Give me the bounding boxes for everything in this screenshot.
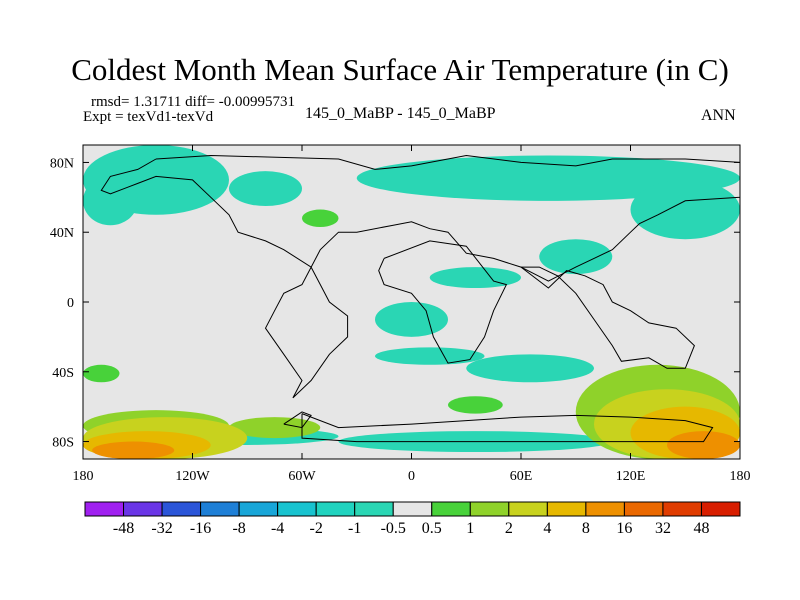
y-tick-label: 0: [67, 296, 74, 311]
x-tick-label: 180: [73, 469, 94, 484]
colorbar-label: 1: [466, 520, 474, 537]
colorbar-label: 16: [616, 520, 632, 537]
colorbar-swatch-15: [662, 501, 702, 517]
colorbar-swatch-12: [546, 501, 587, 517]
colorbar-swatch-4: [238, 501, 279, 517]
y-tick-label: 40N: [50, 226, 74, 241]
field-region-22: [92, 441, 175, 459]
x-tick-label: 120W: [175, 469, 210, 484]
colorbar-label: 4: [543, 520, 551, 537]
x-tick-label: 0: [408, 469, 415, 484]
field-region-3: [356, 155, 740, 201]
x-tick-label: 180: [730, 469, 751, 484]
coastline-antarctica: [301, 413, 714, 443]
colorbar-swatch-5: [277, 501, 317, 517]
colorbar-swatch-2: [161, 501, 202, 517]
colorbar-label: -4: [271, 520, 284, 537]
colorbar-swatch-3: [200, 501, 240, 517]
coastline-india-australia: [520, 266, 695, 369]
field-region-16: [229, 417, 321, 439]
experiment-label: Expt = texVd1-texVd: [83, 109, 214, 125]
field-region-13: [83, 364, 120, 383]
colorbar-label: 8: [582, 520, 590, 537]
colorbar-swatch-16: [700, 501, 741, 517]
colorbar-swatch-11: [508, 501, 548, 517]
field-region-7: [375, 347, 485, 365]
field-region-5: [375, 302, 448, 337]
colorbar-label: -8: [232, 520, 245, 537]
colorbar-label: -1: [348, 520, 361, 537]
colorbar-swatch-14: [623, 501, 664, 517]
season-label: ANN: [701, 107, 736, 124]
colorbar-label: 0.5: [422, 520, 442, 537]
colorbar-swatch-6: [315, 501, 356, 517]
colorbar: -48 -32 -16 -8 -4 -2 -1 -0.5 0.5 1 2 4 8 16 32 48: [84, 501, 741, 537]
field-region-23: [667, 431, 740, 459]
colorbar-label: 32: [655, 520, 671, 537]
field-region-4: [630, 179, 740, 240]
colorbar-label: -0.5: [381, 520, 406, 537]
chart-title: Coldest Month Mean Surface Air Temperatu…: [71, 52, 729, 87]
coastline-antarctic-peninsula: [283, 411, 312, 429]
field-region-14: [448, 396, 503, 414]
colorbar-label: 2: [505, 520, 513, 537]
colorbar-swatch-13: [585, 501, 625, 517]
colorbar-swatch-10: [469, 501, 510, 517]
comparison-label: 145_0_MaBP - 145_0_MaBP: [305, 105, 496, 122]
field-region-11: [429, 267, 521, 289]
colorbar-label: 48: [693, 520, 709, 537]
x-tick-label: 60W: [288, 469, 316, 484]
field-region-12: [302, 209, 339, 227]
colorbar-swatch-0: [84, 501, 125, 517]
field-region-1: [83, 176, 138, 226]
colorbar-label: -2: [310, 520, 323, 537]
x-axis: 180 120W 60W 0 60E 120E 180: [73, 145, 751, 484]
colorbar-label: -32: [151, 520, 172, 537]
colorbar-swatch-8: [392, 501, 433, 517]
y-tick-label: 40S: [52, 366, 74, 381]
y-tick-label: 80N: [50, 156, 74, 171]
colorbar-label: -48: [113, 520, 134, 537]
y-tick-label: 80S: [52, 436, 74, 451]
field-region-8: [466, 354, 594, 383]
colorbar-swatch-7: [354, 501, 394, 517]
colorbar-swatch-1: [123, 501, 163, 517]
coastline-africa: [378, 240, 508, 364]
field-regions: [83, 145, 740, 459]
coastlines: [100, 154, 740, 443]
colorbar-swatch-9: [431, 501, 471, 517]
x-tick-label: 60E: [510, 469, 533, 484]
field-region-2: [229, 171, 302, 207]
coastline-north-continent: [100, 154, 740, 399]
y-axis: 80N 40N 0 40S 80S: [50, 156, 740, 451]
colorbar-label: -16: [190, 520, 211, 537]
x-tick-label: 120E: [616, 469, 646, 484]
stats-line: rmsd= 1.31711 diff= -0.00995731: [91, 94, 295, 110]
field-region-6: [539, 239, 613, 275]
